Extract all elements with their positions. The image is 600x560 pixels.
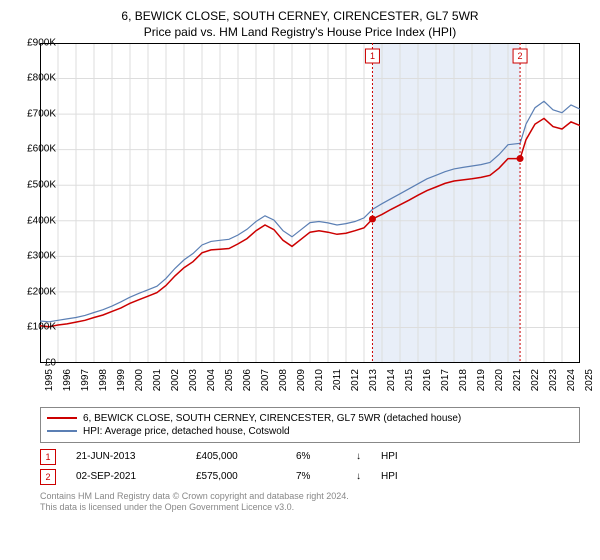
y-tick-label: £600K: [27, 144, 56, 155]
y-tick-label: £200K: [27, 286, 56, 297]
plot-svg: 12: [40, 43, 580, 363]
legend: 6, BEWICK CLOSE, SOUTH CERNEY, CIRENCEST…: [40, 407, 580, 443]
x-tick-label: 2017: [440, 369, 451, 391]
legend-label-property: 6, BEWICK CLOSE, SOUTH CERNEY, CIRENCEST…: [83, 413, 461, 424]
svg-text:1: 1: [370, 51, 375, 61]
event-marker-1: 1: [40, 449, 56, 465]
x-tick-label: 1999: [116, 369, 127, 391]
x-tick-label: 1997: [80, 369, 91, 391]
chart-area: 12 £0£100K£200K£300K£400K£500K£600K£700K…: [40, 43, 600, 403]
y-tick-label: £300K: [27, 251, 56, 262]
event-diff-1: 6%: [296, 451, 336, 462]
y-tick-label: £900K: [27, 37, 56, 48]
event-arrow-2: ↓: [356, 471, 361, 482]
y-tick-label: £0: [45, 357, 56, 368]
x-tick-label: 2003: [188, 369, 199, 391]
x-tick-label: 1996: [62, 369, 73, 391]
x-tick-label: 2014: [386, 369, 397, 391]
y-tick-label: £100K: [27, 322, 56, 333]
x-tick-label: 2019: [476, 369, 487, 391]
x-tick-label: 2010: [314, 369, 325, 391]
x-tick-label: 2000: [134, 369, 145, 391]
event-vs-2: HPI: [381, 471, 398, 482]
footer-line-1: Contains HM Land Registry data © Crown c…: [40, 491, 580, 503]
chart-subtitle: Price paid vs. HM Land Registry's House …: [0, 25, 600, 43]
event-vs-1: HPI: [381, 451, 398, 462]
legend-swatch-hpi: [47, 430, 77, 432]
x-tick-label: 2011: [332, 369, 343, 391]
x-tick-label: 2016: [422, 369, 433, 391]
x-tick-label: 2009: [296, 369, 307, 391]
x-tick-label: 2025: [584, 369, 595, 391]
x-tick-label: 1995: [44, 369, 55, 391]
x-tick-label: 2001: [152, 369, 163, 391]
x-tick-label: 2012: [350, 369, 361, 391]
events-table: 1 21-JUN-2013 £405,000 6% ↓ HPI 2 02-SEP…: [40, 447, 580, 487]
x-tick-label: 2002: [170, 369, 181, 391]
x-tick-label: 2005: [224, 369, 235, 391]
x-tick-label: 2020: [494, 369, 505, 391]
footer: Contains HM Land Registry data © Crown c…: [40, 491, 580, 514]
event-price-2: £575,000: [196, 471, 276, 482]
legend-swatch-property: [47, 417, 77, 419]
x-tick-label: 2022: [530, 369, 541, 391]
event-price-1: £405,000: [196, 451, 276, 462]
y-tick-label: £400K: [27, 215, 56, 226]
y-tick-label: £800K: [27, 73, 56, 84]
event-date-1: 21-JUN-2013: [76, 451, 176, 462]
x-tick-label: 2024: [566, 369, 577, 391]
event-row-1: 1 21-JUN-2013 £405,000 6% ↓ HPI: [40, 447, 580, 467]
footer-line-2: This data is licensed under the Open Gov…: [40, 502, 580, 514]
x-tick-label: 2023: [548, 369, 559, 391]
event-date-2: 02-SEP-2021: [76, 471, 176, 482]
x-tick-label: 2018: [458, 369, 469, 391]
x-tick-label: 2015: [404, 369, 415, 391]
event-diff-2: 7%: [296, 471, 336, 482]
svg-text:2: 2: [518, 51, 523, 61]
x-tick-label: 2008: [278, 369, 289, 391]
x-tick-label: 2013: [368, 369, 379, 391]
event-arrow-1: ↓: [356, 451, 361, 462]
x-tick-label: 2004: [206, 369, 217, 391]
chart-container: 6, BEWICK CLOSE, SOUTH CERNEY, CIRENCEST…: [0, 0, 600, 560]
x-tick-label: 2006: [242, 369, 253, 391]
x-tick-label: 1998: [98, 369, 109, 391]
legend-row-hpi: HPI: Average price, detached house, Cots…: [47, 425, 573, 438]
chart-title: 6, BEWICK CLOSE, SOUTH CERNEY, CIRENCEST…: [0, 0, 600, 25]
y-tick-label: £700K: [27, 108, 56, 119]
y-tick-label: £500K: [27, 180, 56, 191]
legend-row-property: 6, BEWICK CLOSE, SOUTH CERNEY, CIRENCEST…: [47, 412, 573, 425]
legend-label-hpi: HPI: Average price, detached house, Cots…: [83, 426, 290, 437]
x-tick-label: 2007: [260, 369, 271, 391]
x-tick-label: 2021: [512, 369, 523, 391]
event-row-2: 2 02-SEP-2021 £575,000 7% ↓ HPI: [40, 467, 580, 487]
event-marker-2: 2: [40, 469, 56, 485]
